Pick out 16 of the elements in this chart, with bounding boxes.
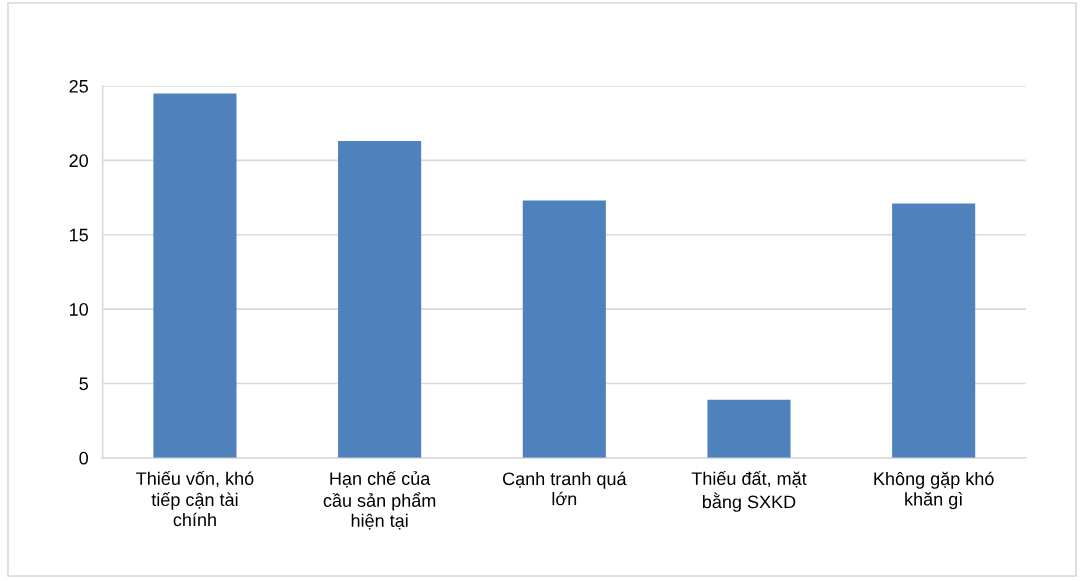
x-tick-label: Không gặp khó khăn gì — [874, 471, 994, 510]
y-tick-label: 15 — [70, 228, 88, 242]
x-tick-label: Hạn chế của cầu sản phẩm hiện tại — [323, 470, 436, 530]
bar — [338, 141, 422, 458]
bar — [892, 203, 976, 458]
y-tick-label: 25 — [69, 79, 88, 93]
y-tick-label: 0 — [79, 451, 89, 465]
x-tick-label: Thiếu đất, mặt bằng SXKD — [691, 470, 807, 512]
bar — [153, 93, 237, 458]
bar — [522, 200, 606, 458]
y-tick-label: 20 — [69, 154, 89, 168]
y-tick-label: 5 — [79, 377, 88, 391]
y-tick-label: 10 — [70, 303, 89, 316]
bar — [707, 399, 791, 458]
x-tick-label: Cạnh tranh quá lớn — [502, 471, 627, 506]
x-tick-label: Thiếu vốn, khó tiếp cận tài chính — [136, 470, 254, 527]
